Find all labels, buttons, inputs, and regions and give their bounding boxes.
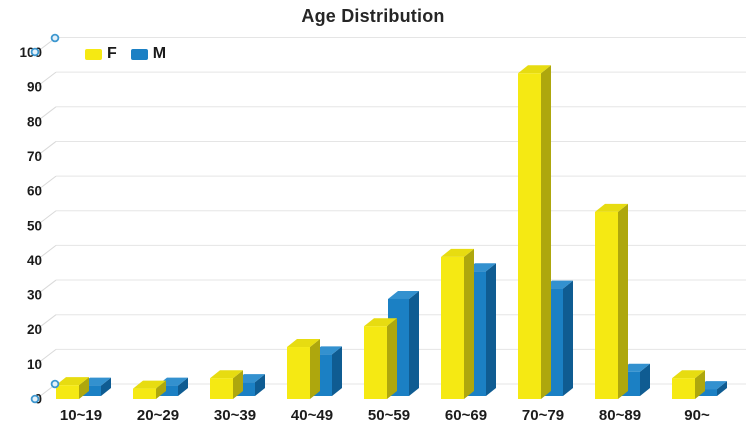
bar-f-50~59-top xyxy=(364,318,397,327)
bar-f-90~-side xyxy=(695,370,705,399)
legend-swatch-f-icon xyxy=(85,48,102,60)
bar-f-10~19 xyxy=(56,385,79,399)
gridline-depth xyxy=(36,71,57,88)
bar-m-10~19 xyxy=(80,385,101,396)
bar-f-40~49 xyxy=(287,347,310,399)
y-axis-label: 40 xyxy=(27,253,42,268)
bar-m-90~-side xyxy=(717,381,727,396)
bar-m-20~29 xyxy=(157,385,178,396)
bar-f-30~39-side xyxy=(233,370,243,399)
legend-label-f: F xyxy=(107,45,117,62)
x-axis-label: 40~49 xyxy=(291,407,333,424)
bar-m-10~19-side xyxy=(101,377,111,396)
bar-f-10~19-side xyxy=(79,377,89,399)
axis-handle-circle[interactable] xyxy=(30,394,40,404)
bar-f-50~59 xyxy=(364,326,387,399)
legend-item-f: F xyxy=(85,45,117,63)
gridline-depth xyxy=(36,314,57,330)
gridline-depth xyxy=(36,245,57,261)
legend-swatch-m-icon xyxy=(130,48,148,60)
legend-label-m: M xyxy=(152,45,167,62)
bar-f-90~ xyxy=(672,378,695,399)
bar-f-30~39-top xyxy=(210,370,243,379)
bar-m-40~49-side xyxy=(332,346,342,396)
bar-f-40~49-top xyxy=(287,339,320,348)
gridline-depth xyxy=(36,348,57,365)
bar-m-60~69-side xyxy=(486,263,496,396)
bar-f-40~49-side xyxy=(310,339,320,399)
x-axis-label: 30~39 xyxy=(214,407,256,424)
y-axis-label: 50 xyxy=(27,218,42,233)
gridline-depth xyxy=(36,210,57,226)
bar-f-80~89-side xyxy=(618,203,628,399)
bar-f-50~59-side xyxy=(387,318,397,399)
chart-title: Age Distribution xyxy=(301,6,445,26)
bar-f-60~69-top xyxy=(441,248,474,257)
bar-f-70~79 xyxy=(518,73,541,399)
axis-handle-circle[interactable] xyxy=(50,379,60,389)
y-axis-label: 80 xyxy=(27,114,42,129)
bar-m-30~39-side xyxy=(255,374,265,396)
legend-item-m: M xyxy=(130,45,167,63)
bar-f-80~89-top xyxy=(595,203,628,212)
x-axis-label: 90~ xyxy=(684,407,710,424)
x-axis-label: 60~69 xyxy=(445,407,487,424)
bar-f-20~29-top xyxy=(133,380,166,389)
bar-m-70~79-side xyxy=(563,280,573,396)
bar-f-90~-top xyxy=(672,370,705,379)
x-axis-label: 50~59 xyxy=(368,407,410,424)
bar-f-30~39 xyxy=(210,378,233,399)
legend: F M xyxy=(85,45,166,63)
gridline-depth xyxy=(36,141,57,157)
bar-m-20~29-side xyxy=(178,377,188,396)
bar-m-90~ xyxy=(696,389,717,396)
y-axis-label: 60 xyxy=(27,184,42,199)
axis-handle-circle[interactable] xyxy=(30,47,40,57)
bar-f-20~29-side xyxy=(156,380,166,399)
x-axis-label: 20~29 xyxy=(137,407,179,424)
bar-f-10~19-top xyxy=(56,377,89,386)
y-axis-label: 70 xyxy=(27,149,42,164)
bar-m-80~89-side xyxy=(640,363,650,396)
x-axis-label: 10~19 xyxy=(60,407,102,424)
bar-f-70~79-top xyxy=(518,65,551,74)
y-axis-label: 10 xyxy=(27,357,42,372)
x-axis-label: 70~79 xyxy=(522,407,564,424)
gridline-depth xyxy=(36,279,57,295)
bar-f-80~89 xyxy=(595,211,618,399)
gridline-depth xyxy=(36,175,57,191)
y-axis-label: 90 xyxy=(27,80,42,95)
bar-f-60~69 xyxy=(441,256,464,399)
y-axis-label: 20 xyxy=(27,322,42,337)
bar-f-70~79-side xyxy=(541,65,551,399)
bar-m-50~59-top xyxy=(388,290,419,299)
y-axis-label: 30 xyxy=(27,288,42,303)
axis-handle-circle[interactable] xyxy=(50,33,60,43)
bar-m-50~59-side xyxy=(409,290,419,396)
bar-f-60~69-side xyxy=(464,248,474,399)
bar-f-20~29 xyxy=(133,388,156,399)
x-axis-label: 80~89 xyxy=(599,407,641,424)
gridline-depth xyxy=(36,106,57,122)
